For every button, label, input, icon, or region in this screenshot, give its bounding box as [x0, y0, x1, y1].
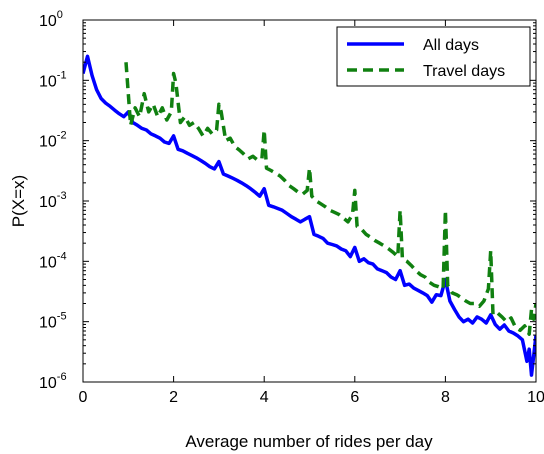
x-tick-label: 6	[350, 389, 359, 406]
legend-label-travel-days: Travel days	[423, 63, 505, 80]
x-tick-label: 4	[260, 389, 269, 406]
y-tick-label: 10-1	[39, 69, 67, 90]
y-tick-label: 10-4	[39, 250, 67, 271]
tick-labels: 0 2 4 6 8 10 100 10-1 10-2 10-3 10-4 10-5 10-6	[39, 9, 544, 406]
x-tick-label: 10	[527, 389, 544, 406]
legend: All days Travel days	[336, 26, 531, 87]
y-tick-label: 100	[39, 9, 63, 30]
y-axis-label: P(X=x)	[9, 175, 28, 227]
plot-frame	[82, 19, 537, 383]
x-axis-label: Average number of rides per day	[185, 432, 433, 451]
y-tick-label: 10-5	[39, 311, 67, 332]
x-tick-label: 2	[169, 389, 178, 406]
y-tick-label: 10-3	[39, 190, 67, 211]
series-layer	[83, 54, 536, 377]
series-line-all-days	[83, 54, 536, 377]
x-tick-label: 0	[79, 389, 88, 406]
y-tick-label: 10-6	[39, 371, 67, 392]
y-tick-label: 10-2	[39, 130, 67, 151]
legend-box	[336, 26, 531, 87]
x-tick-label: 8	[441, 389, 450, 406]
series-line-travel-days	[124, 62, 536, 336]
legend-label-all-days: All days	[423, 37, 479, 54]
